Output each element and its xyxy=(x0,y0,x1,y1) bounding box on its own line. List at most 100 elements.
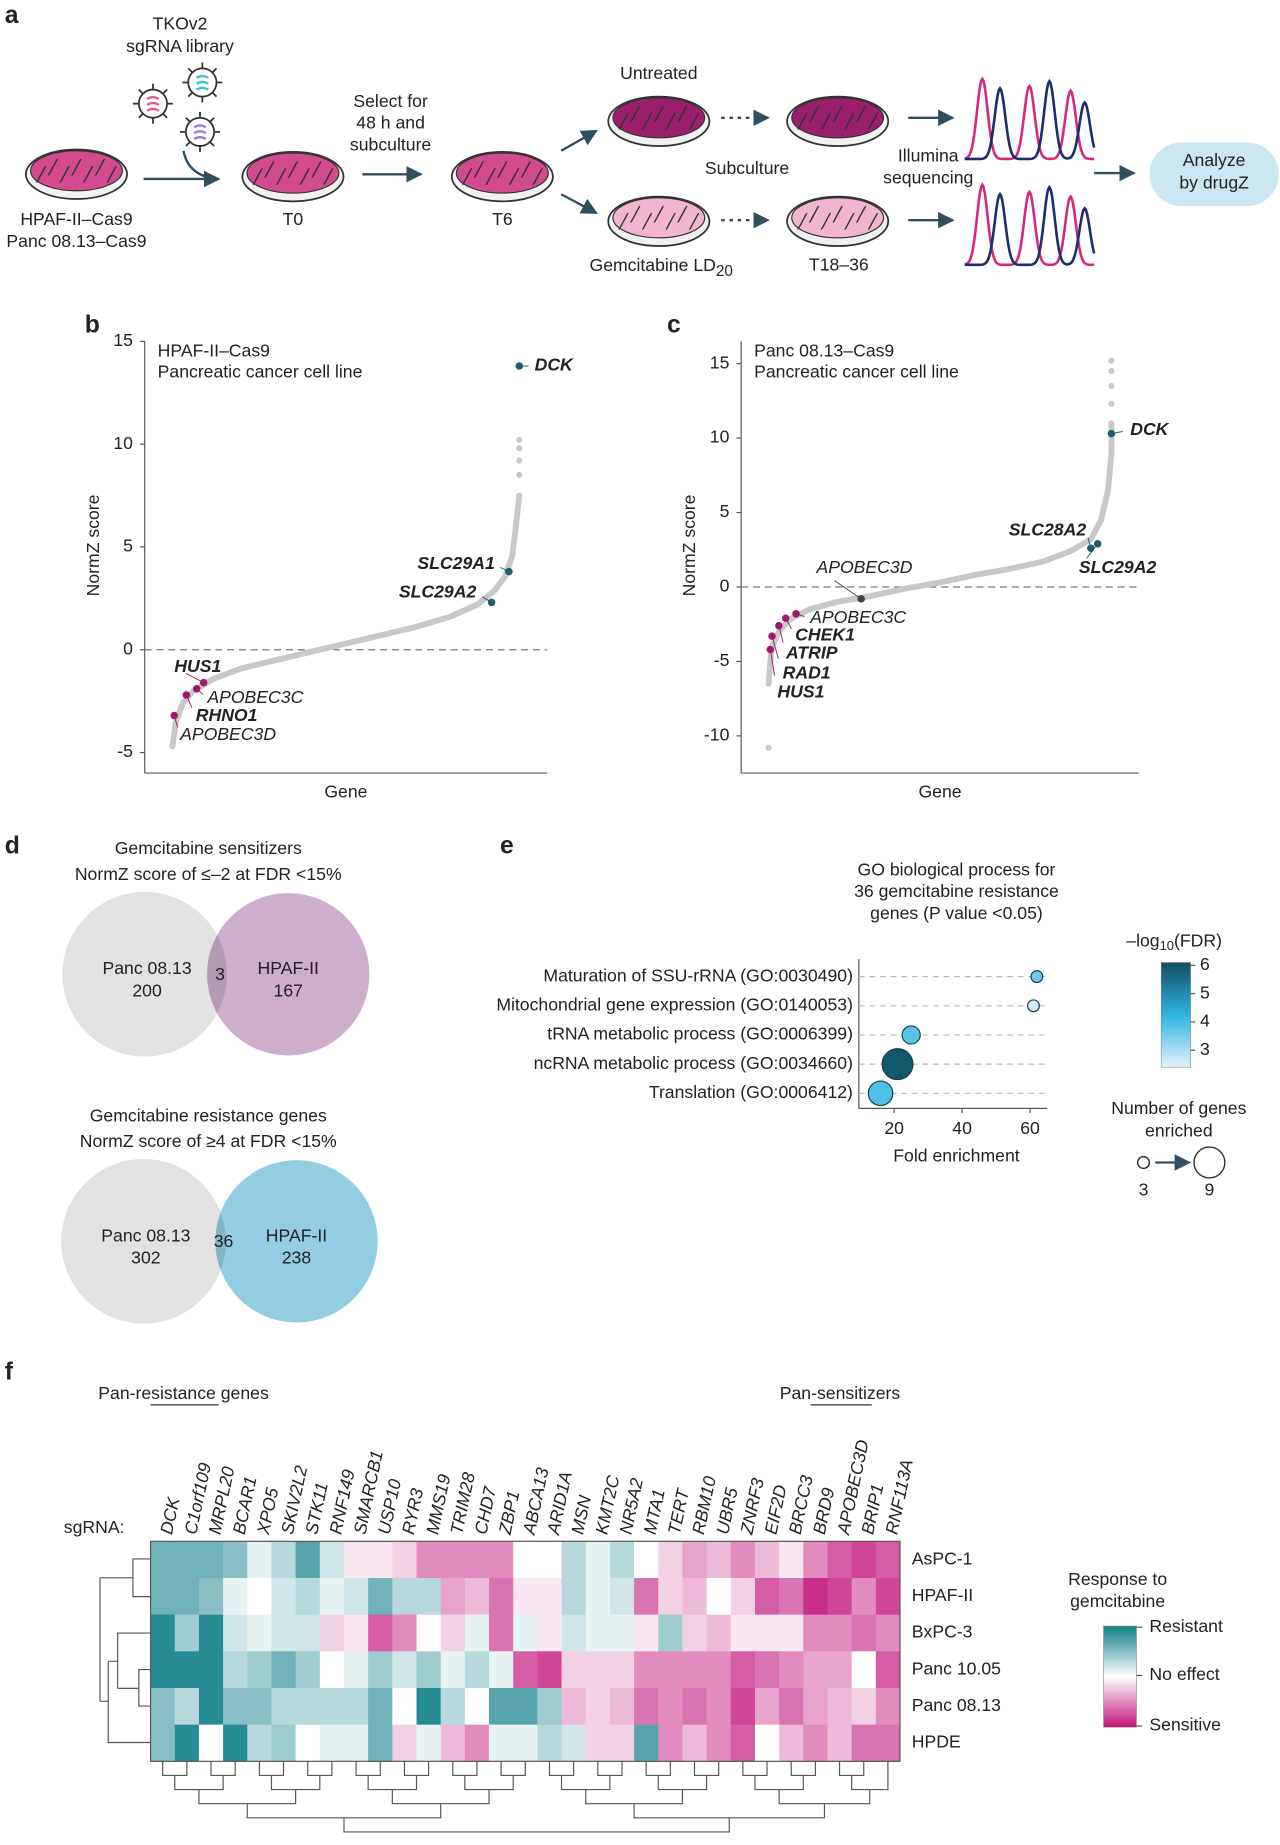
venn-label: HPAF-II xyxy=(266,1225,327,1245)
heatmap-cell xyxy=(343,1651,369,1689)
heatmap-cell xyxy=(634,1724,659,1762)
heatmap-cell xyxy=(343,1724,369,1762)
row-label: Panc 08.13 xyxy=(912,1695,1001,1715)
heatmap-cell xyxy=(174,1687,200,1726)
gene-label: DCK xyxy=(1130,419,1169,439)
leader-line xyxy=(769,649,776,676)
row-label: AsPC-1 xyxy=(912,1548,973,1568)
heatmap-cell xyxy=(634,1687,659,1726)
leader-line xyxy=(771,635,779,659)
heatmap-cell xyxy=(416,1577,442,1616)
heatmap-cell xyxy=(198,1541,224,1579)
cell xyxy=(832,105,843,123)
heatmap-cell xyxy=(295,1651,321,1689)
virus-spike xyxy=(209,141,215,147)
row-label: Panc 10.05 xyxy=(912,1658,1001,1678)
group-label: Pan-resistance genes xyxy=(98,1383,269,1403)
timepoint-label: T6 xyxy=(492,209,513,229)
heatmap-cell xyxy=(150,1541,176,1579)
heatmap-cell xyxy=(295,1724,321,1762)
virus-spike xyxy=(162,113,168,119)
heatmap-cell xyxy=(537,1577,562,1616)
heatmap-cell xyxy=(537,1724,562,1762)
chart-title: Pancreatic cancer cell line xyxy=(158,362,363,382)
heatmap-cell xyxy=(609,1577,635,1616)
heatmap-cell xyxy=(464,1577,490,1616)
cell xyxy=(264,160,275,179)
gene-label: SLC29A1 xyxy=(417,553,494,573)
cell xyxy=(856,105,867,123)
cell xyxy=(641,112,653,130)
virus-rna xyxy=(146,96,160,112)
heatmap-cell xyxy=(851,1577,877,1616)
row-dendrogram xyxy=(99,1558,151,1744)
outlier-point xyxy=(516,445,523,452)
heatmap-cell xyxy=(223,1687,248,1726)
heatmap-cell xyxy=(875,1614,901,1652)
heatmap-cell xyxy=(440,1577,466,1616)
cell xyxy=(844,212,855,230)
heatmap-cell xyxy=(585,1651,611,1689)
venn-title: NormZ score of ≥4 at FDR <15% xyxy=(80,1131,337,1151)
virus-spike xyxy=(209,117,215,123)
cell xyxy=(665,112,676,130)
heatmap-cell xyxy=(223,1724,248,1762)
virus-spike xyxy=(187,67,193,74)
colorbar-tick-label: 3 xyxy=(1200,1039,1210,1059)
heatmap-cell xyxy=(223,1651,248,1689)
colorbar-title-part: –log xyxy=(1126,930,1159,950)
cell xyxy=(311,160,322,179)
chart-title: GO biological process for xyxy=(858,859,1056,879)
heatmap-cell xyxy=(827,1651,853,1689)
heatmap-cell xyxy=(585,1577,611,1616)
cell xyxy=(688,212,700,230)
step-label: Illumina xyxy=(898,145,959,165)
heatmap-cell xyxy=(440,1687,466,1726)
virus-spike xyxy=(138,88,144,95)
heatmap-cell xyxy=(754,1577,780,1616)
outlier-point xyxy=(516,471,523,479)
heatmap-cell xyxy=(489,1651,514,1689)
heatmap-cell xyxy=(368,1577,393,1616)
venn-count: 167 xyxy=(274,981,303,1001)
timepoint-label: T18–36 xyxy=(809,255,869,275)
heatmap-cell xyxy=(247,1687,272,1726)
cell xyxy=(630,105,641,123)
heatmap-cell xyxy=(464,1614,490,1652)
dish xyxy=(791,197,885,239)
heatmap-cell xyxy=(513,1614,538,1652)
gene-label: SLC29A2 xyxy=(399,582,477,602)
x-tick-label: 40 xyxy=(952,1118,972,1138)
y-tick-label: 5 xyxy=(720,501,730,521)
size-legend-title: enriched xyxy=(1145,1121,1213,1141)
heatmap-cell xyxy=(803,1577,828,1616)
virus-rna xyxy=(195,74,209,91)
heatmap-cell xyxy=(198,1614,224,1652)
panel-label: f xyxy=(5,1359,14,1386)
cell xyxy=(106,165,117,183)
sequencing-trace xyxy=(964,78,1096,161)
condition-label: Gemcitabine LD20 xyxy=(589,255,732,280)
virus-spike xyxy=(162,88,168,95)
chart-title: genes (P value <0.05) xyxy=(870,903,1043,923)
cell xyxy=(276,168,287,186)
column-dendrogram xyxy=(162,1761,889,1833)
heatmap-cell xyxy=(875,1687,901,1726)
virus-spike xyxy=(138,113,144,119)
gene-point xyxy=(792,610,800,618)
heatmap-cell xyxy=(658,1614,683,1652)
cell xyxy=(688,112,700,130)
legend-title: Response to xyxy=(1068,1569,1167,1589)
step-label: Subculture xyxy=(705,158,789,178)
heatmap-cell xyxy=(609,1614,635,1652)
colorbar-tick-label: 5 xyxy=(1200,982,1210,1002)
heatmap-cell xyxy=(609,1687,635,1726)
gene-label: RAD1 xyxy=(783,662,831,682)
cell xyxy=(653,205,664,223)
heatmap-cell xyxy=(343,1541,369,1579)
y-axis-label: NormZ score xyxy=(83,494,103,596)
cell-line-label: HPAF-II–Cas9 xyxy=(20,209,132,229)
heatmap-cell xyxy=(513,1724,538,1762)
heatmap-cell xyxy=(271,1651,296,1689)
heatmap-cell xyxy=(489,1577,514,1616)
